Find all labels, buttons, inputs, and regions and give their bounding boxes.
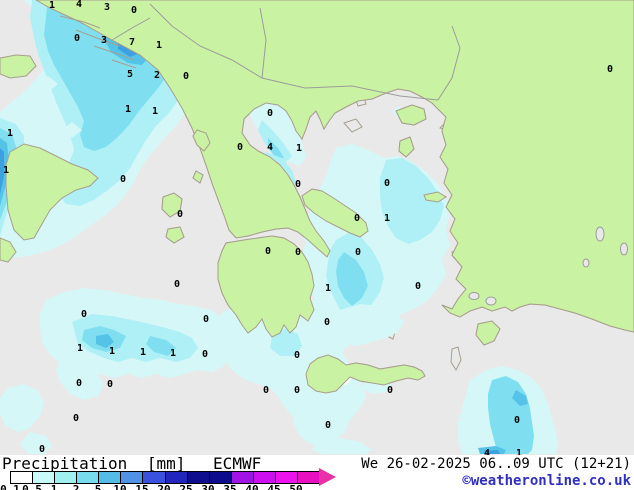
scale-cell [120,472,143,483]
precip-value: 1 [384,213,390,224]
precip-value: 0 [295,179,301,190]
precip-value: 1 [77,343,83,354]
precip-value: 0 [415,281,421,292]
tick-label: 15 [135,483,149,490]
tick-label: 45 [267,483,281,490]
precip-value: 0 [120,174,126,185]
tick-label: 50 [289,483,303,490]
valid-datetime: We 26-02-2025 06..09 UTC (12+21) [361,456,631,472]
model-name: ECMWF [213,454,262,473]
scale-arrow-icon [319,468,336,486]
scale-cell [54,472,77,483]
precip-value: 0 [384,178,390,189]
precip-value: 0 [237,142,243,153]
precip-value: 0 [295,247,301,258]
precip-value: 2 [154,70,160,81]
precip-value: 0 [74,33,80,44]
legend-title-row: Precipitation [mm] ECMWF [2,454,261,473]
tick-label: 30 [201,483,215,490]
precip-value: 0 [81,309,87,320]
precip-value: 0 [354,213,360,224]
map-area: 1 4 3 0 0 3 7 1 5 2 0 1 1 1 1 0 0 0 4 1 0 0 0 0 0 0 1 0 0 0 1 0 0 0 1 1 1 1 0 0… [0,0,634,455]
legend-bar: Precipitation [mm] ECMWF 0.1 0.5 1 2 5 10 15 20… [0,454,634,490]
scale-cell [252,472,275,483]
precip-value: 1 [516,448,522,455]
scale-cell [230,472,253,483]
tick-label: 0.5 [22,483,42,490]
precip-value: 0 [265,246,271,257]
country-borders [111,3,461,101]
precip-value: 0 [73,413,79,424]
precipitation-map: 1 4 3 0 0 3 7 1 5 2 0 1 1 1 1 0 0 0 4 1 0 0 0 0 0 0 1 0 0 0 1 0 0 0 1 1 1 1 0 0… [0,0,634,455]
tick-label: 5 [94,483,102,490]
precip-value: 1 [170,348,176,359]
precip-value: 1 [296,143,302,154]
precip-value: 3 [101,35,107,46]
precip-value: 0 [607,64,613,75]
precip-value: 0 [131,5,137,16]
precip-value: 0 [202,349,208,360]
scale-cell [186,472,209,483]
precip-value: 4 [267,142,273,153]
precip-value: 0 [39,444,45,455]
precip-value: 0 [324,317,330,328]
lakes [468,226,628,306]
precip-value: 5 [127,69,133,80]
precip-value: 1 [140,347,146,358]
precip-value: 1 [7,128,13,139]
precip-value: 1 [3,165,9,176]
precip-value: 3 [104,2,110,13]
scale-cell [142,472,165,483]
scale-cell [76,472,99,483]
precip-value: 1 [125,104,131,115]
legend-scale [10,471,320,484]
landmass-italy [0,54,99,263]
scale-cell [208,472,231,483]
precip-value: 0 [355,247,361,258]
scale-cell [98,472,121,483]
precip-value: 7 [129,37,135,48]
scale-cell [297,472,320,483]
precip-value: 1 [325,283,331,294]
tick-label: 1 [50,483,58,490]
scale-cell [11,472,33,483]
precip-value: 0 [514,415,520,426]
precip-value: 1 [156,40,162,51]
legend-unit: [mm] [146,454,186,473]
precip-value: 0 [183,71,189,82]
tick-label: 2 [72,483,80,490]
precip-value: 0 [294,350,300,361]
tick-label: 20 [157,483,171,490]
precip-value: 4 [76,0,82,10]
precip-value: 0 [107,379,113,390]
precip-value: 0 [76,378,82,389]
tick-label: 40 [245,483,259,490]
precip-value: 0 [177,209,183,220]
precip-value: 0 [174,279,180,290]
precip-value: 0 [267,108,273,119]
precip-value: 4 [484,448,490,455]
legend-title: Precipitation [2,454,128,473]
scale-cell [164,472,187,483]
tick-label: 35 [223,483,237,490]
precip-value: 1 [152,106,158,117]
scale-cell [274,472,298,483]
precip-values: 1 4 3 0 0 3 7 1 5 2 0 1 1 1 1 0 0 0 4 1 0 0 0 0 0 0 1 0 0 0 1 0 0 0 1 1 1 1 0 0… [3,0,613,455]
precip-value: 0 [294,385,300,396]
legend-ticks: 0.1 0.5 1 2 5 10 15 20 25 30 35 40 45 50 [0,483,340,490]
tick-label: 0.1 [0,483,20,490]
precip-value: 0 [203,314,209,325]
scale-cell [32,472,55,483]
coastlines [35,0,634,394]
copyright: ©weatheronline.co.uk [462,473,631,489]
tick-label: 10 [113,483,127,490]
precip-value: 0 [263,385,269,396]
precip-value: 0 [325,420,331,431]
precip-value: 1 [109,346,115,357]
precip-value: 0 [387,385,393,396]
tick-label: 25 [179,483,193,490]
precip-value: 1 [49,0,55,11]
